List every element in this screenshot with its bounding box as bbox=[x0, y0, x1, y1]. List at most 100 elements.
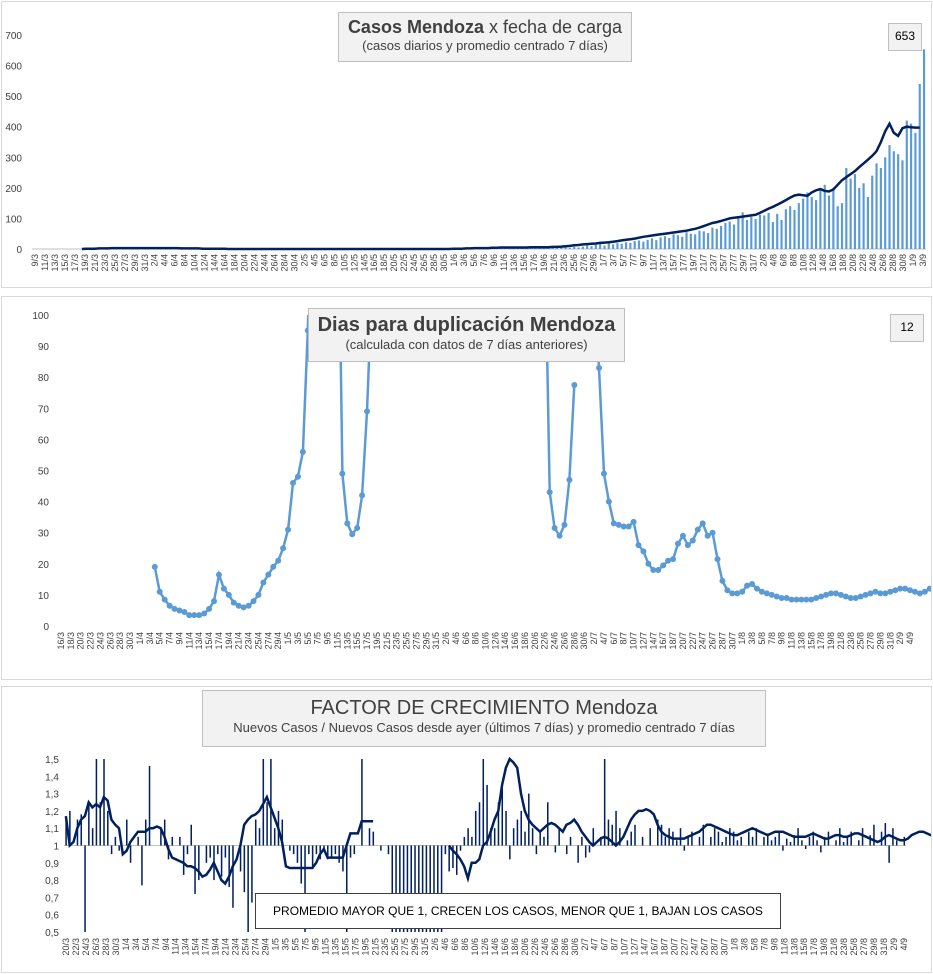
factor-x-tick-label: 1/8 bbox=[729, 938, 739, 951]
casos-bar bbox=[771, 222, 774, 249]
casos-y-tick-label: 0 bbox=[16, 245, 22, 256]
factor-x-tick-label: 19/4 bbox=[211, 938, 221, 956]
factor-bar bbox=[683, 845, 686, 851]
casos-bar bbox=[586, 245, 589, 249]
casos-bar bbox=[633, 241, 636, 249]
factor-x-tick-label: 6/7 bbox=[600, 938, 610, 951]
duplicacion-y-tick-label: 10 bbox=[38, 591, 50, 602]
casos-bar bbox=[650, 238, 654, 249]
casos-bar bbox=[672, 234, 675, 249]
duplicacion-point bbox=[793, 596, 800, 603]
casos-x-tick-label: 23/3 bbox=[100, 254, 110, 272]
duplicacion-x-tick-label: 4/6 bbox=[451, 632, 461, 645]
casos-bar bbox=[681, 236, 684, 249]
factor-x-tick-label: 17/4 bbox=[201, 938, 211, 956]
factor-x-tick-label: 20/6 bbox=[520, 938, 530, 956]
casos-x-tick-label: 10/5 bbox=[339, 254, 349, 272]
factor-x-tick-label: 14/6 bbox=[490, 938, 500, 956]
factor-bar bbox=[444, 845, 447, 855]
casos-x-tick-label: 16/5 bbox=[369, 254, 379, 272]
factor-bar bbox=[660, 824, 663, 846]
duplicacion-point bbox=[911, 588, 918, 595]
casos-bar bbox=[689, 233, 692, 249]
casos-x-tick-label: 18/8 bbox=[838, 254, 848, 272]
factor-bar bbox=[778, 831, 780, 846]
duplicacion-x-tick-label: 16/7 bbox=[658, 632, 668, 650]
duplicacion-point bbox=[571, 381, 578, 388]
casos-y-tick-label: 200 bbox=[5, 184, 22, 195]
factor-x-tick-label: 17/5 bbox=[350, 938, 360, 956]
casos-bar bbox=[732, 224, 736, 249]
casos-x-tick-label: 31/7 bbox=[748, 254, 758, 272]
casos-x-tick-label: 28/5 bbox=[429, 254, 439, 272]
factor-bar bbox=[289, 845, 291, 851]
duplicacion-point bbox=[813, 595, 820, 602]
duplicacion-point bbox=[551, 525, 558, 532]
factor-bar bbox=[869, 835, 871, 846]
casos-x-tick-label: 10/4 bbox=[190, 254, 200, 272]
casos-bar bbox=[862, 183, 865, 249]
factor-bar bbox=[395, 845, 397, 932]
duplicacion-x-tick-label: 13/5 bbox=[342, 632, 352, 650]
factor-bar bbox=[334, 845, 337, 855]
casos-x-tick-label: 15/6 bbox=[519, 254, 529, 272]
duplicacion-point bbox=[907, 587, 913, 594]
duplicacion-x-tick-label: 16/6 bbox=[510, 632, 520, 650]
duplicacion-x-tick-label: 4/9 bbox=[905, 632, 915, 645]
casos-x-tick-label: 11/6 bbox=[499, 254, 509, 271]
casos-bar bbox=[819, 189, 822, 249]
factor-x-tick-label: 21/4 bbox=[221, 938, 231, 956]
factor-chart-note: PROMEDIO MAYOR QUE 1, CRECEN LOS CASOS, … bbox=[255, 893, 781, 929]
factor-x-tick-label: 2/6 bbox=[430, 938, 440, 951]
casos-x-tick-label: 24/4 bbox=[259, 254, 269, 272]
duplicacion-point bbox=[640, 548, 647, 555]
factor-bar bbox=[691, 831, 693, 846]
duplicacion-point bbox=[679, 532, 686, 539]
duplicacion-point bbox=[359, 492, 366, 499]
duplicacion-y-tick-label: 90 bbox=[38, 342, 50, 353]
duplicacion-point bbox=[596, 364, 603, 371]
casos-y-tick-label: 500 bbox=[5, 92, 22, 103]
duplicacion-point bbox=[862, 591, 869, 598]
factor-bar bbox=[148, 765, 151, 846]
duplicacion-point bbox=[887, 588, 894, 595]
factor-bar bbox=[95, 759, 98, 846]
duplicacion-x-tick-label: 24/7 bbox=[698, 632, 708, 650]
factor-bar bbox=[634, 824, 636, 846]
duplicacion-y-tick-label: 80 bbox=[38, 373, 50, 384]
factor-x-tick-label: 27/5 bbox=[400, 938, 410, 956]
factor-x-tick-label: 18/6 bbox=[510, 938, 520, 956]
factor-bar bbox=[509, 845, 511, 860]
casos-bar bbox=[573, 246, 576, 249]
factor-x-tick-label: 25/4 bbox=[241, 938, 251, 956]
factor-bar bbox=[455, 845, 458, 875]
duplicacion-x-tick-label: 13/8 bbox=[796, 632, 806, 650]
duplicacion-x-tick-label: 20/3 bbox=[76, 632, 86, 650]
factor-bar bbox=[266, 802, 268, 846]
casos-bar bbox=[741, 212, 744, 249]
duplicacion-point bbox=[832, 590, 839, 597]
casos-bar bbox=[922, 49, 926, 249]
factor-bar bbox=[539, 831, 541, 846]
duplicacion-point bbox=[778, 595, 785, 602]
duplicacion-point bbox=[675, 540, 682, 547]
casos-x-tick-label: 8/4 bbox=[180, 254, 190, 267]
duplicacion-y-tick-label: 60 bbox=[38, 435, 50, 446]
factor-bar bbox=[327, 845, 329, 860]
casos-x-tick-label: 25/3 bbox=[110, 254, 120, 272]
duplicacion-point bbox=[872, 588, 879, 595]
casos-x-tick-label: 19/3 bbox=[80, 254, 90, 272]
casos-x-tick-label: 20/5 bbox=[389, 254, 399, 272]
duplicacion-point bbox=[344, 520, 351, 527]
duplicacion-point bbox=[749, 581, 756, 588]
duplicacion-x-tick-label: 29/4 bbox=[273, 632, 283, 650]
factor-bar bbox=[729, 828, 731, 846]
factor-x-tick-label: 20/3 bbox=[61, 938, 71, 956]
casos-bar bbox=[754, 219, 757, 249]
factor-bar bbox=[273, 828, 276, 846]
duplicacion-point bbox=[699, 520, 706, 527]
factor-bar bbox=[895, 840, 898, 846]
factor-bar bbox=[141, 845, 143, 886]
factor-chart-panel: 0,5 0,6 0,7 0,8 0,9 1 1,1 1,2 1,3 1,4 1,5 20/3 22/3 2… bbox=[1, 686, 932, 973]
